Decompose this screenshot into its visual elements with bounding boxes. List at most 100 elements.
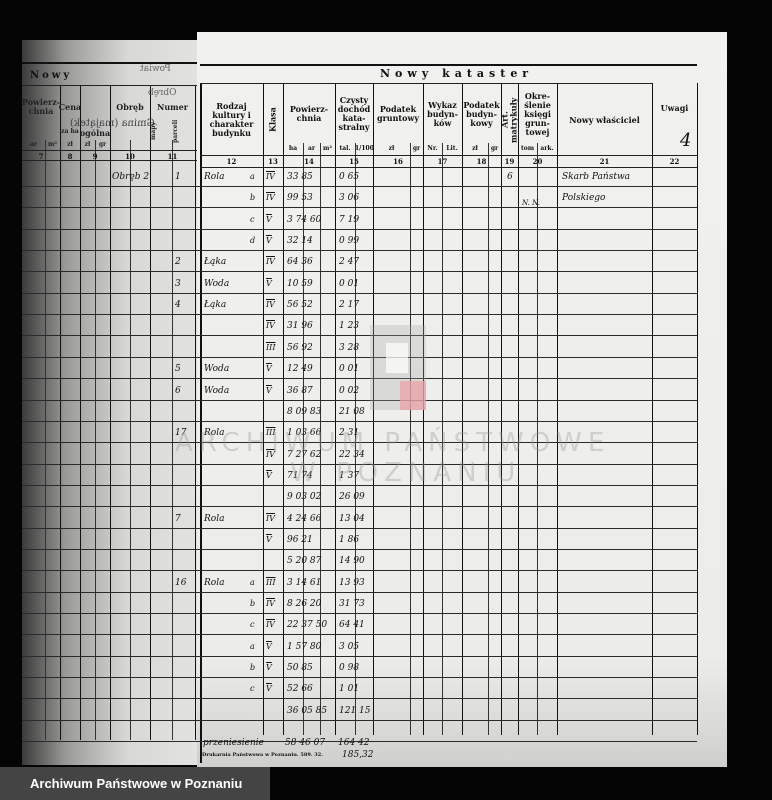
row-rule bbox=[22, 634, 697, 635]
cell-income: 31 73 bbox=[339, 599, 365, 609]
top-rule bbox=[200, 64, 697, 66]
column-header-15: Czysty dochód kata-stralny bbox=[337, 95, 371, 132]
left-column-subheader: ar bbox=[29, 141, 38, 148]
cell-area: 12 49 bbox=[287, 364, 313, 374]
cell-kind: Rola bbox=[204, 172, 225, 182]
row-rule bbox=[22, 506, 697, 507]
column-rule bbox=[518, 83, 519, 735]
column-number: 20 bbox=[532, 157, 543, 166]
column-number: 17 bbox=[437, 157, 448, 166]
column-rule bbox=[462, 83, 463, 735]
cell-income: 26 09 bbox=[339, 492, 365, 502]
column-rule bbox=[335, 83, 336, 735]
left-top-rule bbox=[22, 62, 197, 64]
row-rule bbox=[22, 698, 697, 699]
archive-footer-label: Archiwum Państwowe w Poznaniu bbox=[0, 767, 270, 800]
cell-parcel: 7 bbox=[175, 514, 181, 524]
cell-area: 1 03 66 bbox=[287, 428, 322, 438]
row-rule bbox=[22, 271, 697, 272]
sub-column-rule bbox=[320, 143, 321, 735]
column-number: 18 bbox=[476, 157, 487, 166]
row-rule bbox=[22, 720, 697, 721]
left-sub-column-rule bbox=[130, 140, 131, 740]
cell-klasa: V bbox=[266, 386, 272, 395]
cell-klasa: V bbox=[266, 684, 272, 693]
cell-area: 71 74 bbox=[287, 471, 313, 481]
column-subheader: gr bbox=[412, 145, 421, 152]
row-rule bbox=[22, 421, 697, 422]
cell-sub: d bbox=[250, 236, 256, 245]
column-subheader: 1/100 bbox=[355, 145, 374, 152]
cell-area: 31 96 bbox=[287, 321, 313, 331]
cell-kind: Woda bbox=[204, 386, 230, 396]
cell-parcel: 3 bbox=[175, 279, 181, 289]
column-subheader: zł bbox=[472, 145, 478, 152]
cell-kind: Woda bbox=[204, 364, 230, 374]
column-subheader: ar bbox=[307, 145, 316, 152]
cell-klasa: V bbox=[266, 535, 272, 544]
row-rule bbox=[22, 442, 697, 443]
cell-sub: c bbox=[250, 684, 255, 693]
left-header-rule bbox=[22, 160, 197, 161]
row-rule bbox=[22, 549, 697, 550]
column-rule bbox=[697, 83, 698, 735]
row-rule bbox=[22, 485, 697, 486]
cell-kind: Łąka bbox=[204, 300, 227, 310]
cell-book: N. N. bbox=[522, 199, 541, 207]
cell-area: 64 36 bbox=[287, 257, 313, 267]
left-column-subheader: za ha bbox=[61, 128, 79, 135]
column-number: 19 bbox=[504, 157, 515, 166]
cell-sub: c bbox=[250, 620, 255, 629]
sub-column-rule bbox=[303, 143, 304, 735]
carry-label: przeniesienie bbox=[203, 738, 264, 748]
cell-area: 3 14 61 bbox=[287, 578, 322, 588]
cell-sub: c bbox=[250, 215, 255, 224]
column-header-16: Podatek gruntowy bbox=[376, 104, 419, 123]
row-rule bbox=[22, 293, 697, 294]
cell-income: 0 01 bbox=[339, 364, 360, 374]
left-column-number: 10 bbox=[125, 152, 135, 161]
left-column-number: 8 bbox=[67, 152, 73, 161]
cell-parcel: 16 bbox=[175, 578, 187, 588]
cell-klasa: V bbox=[266, 364, 272, 373]
cell-klasa: IV bbox=[266, 193, 275, 202]
column-subheader: gr bbox=[490, 145, 499, 152]
cell-area: 3 74 60 bbox=[287, 215, 322, 225]
left-column-rule bbox=[195, 85, 196, 740]
cell-parcel: 1 bbox=[175, 172, 181, 182]
cell-obreb: Obręb 2 bbox=[112, 172, 150, 182]
sub-column-rule bbox=[442, 143, 443, 735]
column-header-18: Podatek budyn-kowy bbox=[463, 99, 500, 128]
cell-klasa: V bbox=[266, 642, 272, 651]
cell-income: 13 04 bbox=[339, 514, 365, 524]
sub-column-rule bbox=[410, 143, 411, 735]
column-header-19: Art. matrykuły bbox=[499, 97, 519, 143]
cell-area: 56 52 bbox=[287, 300, 313, 310]
column-rule bbox=[557, 83, 558, 735]
left-sub-column-rule bbox=[172, 140, 173, 740]
row-rule bbox=[22, 378, 697, 379]
column-number: 12 bbox=[226, 157, 237, 166]
cell-area: 33 85 bbox=[287, 172, 313, 182]
row-rule bbox=[22, 400, 697, 401]
column-subheader: Lit. bbox=[446, 145, 458, 152]
column-header-22: Uwagi bbox=[660, 102, 689, 113]
row-rule bbox=[22, 528, 697, 529]
column-subheader: ha bbox=[288, 145, 298, 152]
column-header-17: Wykaz budyn-ków bbox=[427, 99, 458, 128]
column-number: 22 bbox=[669, 157, 680, 166]
cell-sub: a bbox=[250, 642, 255, 651]
column-subheader: Nr. bbox=[427, 145, 438, 152]
cell-area: 5 20 87 bbox=[287, 556, 322, 566]
cell-area: 52 66 bbox=[287, 684, 313, 694]
row-rule bbox=[22, 592, 697, 593]
left-column-number: 9 bbox=[92, 152, 98, 161]
carry-total: 185,32 bbox=[342, 750, 374, 760]
row-rule bbox=[22, 677, 697, 678]
cell-area: 56 92 bbox=[287, 343, 313, 353]
cell-klasa: IV bbox=[266, 321, 275, 330]
left-header-rule bbox=[22, 150, 197, 151]
left-column-header-10: Obręb bbox=[116, 101, 144, 112]
cell-kind: Rola bbox=[204, 514, 225, 524]
watermark-logo bbox=[370, 325, 426, 410]
